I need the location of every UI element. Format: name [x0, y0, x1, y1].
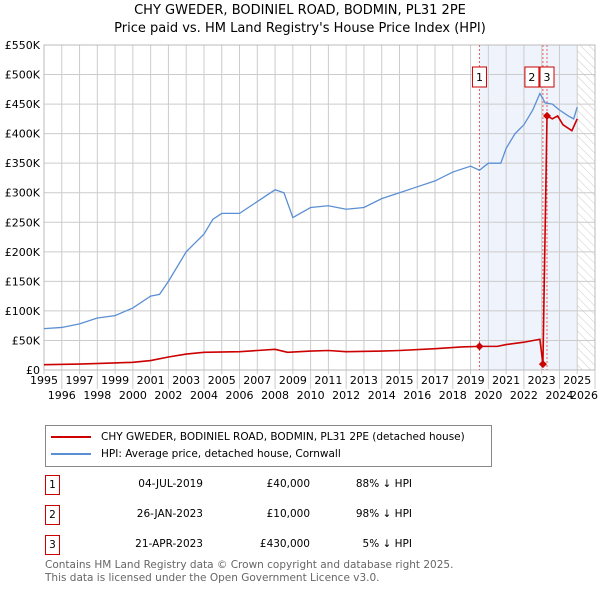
y-tick-label: £0 — [26, 364, 40, 377]
x-tick-label: 2001 — [137, 374, 165, 387]
y-tick-label: £550K — [5, 39, 41, 52]
x-tick-label: 1999 — [101, 374, 129, 387]
y-tick-label: £450K — [5, 98, 41, 111]
x-tick-label: 2007 — [243, 374, 271, 387]
title-line-2: Price paid vs. HM Land Registry's House … — [114, 21, 486, 36]
y-tick-label: £400K — [5, 128, 41, 141]
footer-line: This data is licensed under the Open Gov… — [45, 572, 380, 584]
price-chart: 1995 1996 1997 1998 1999 2000 2001 2002 2003 2004… — [5, 39, 598, 402]
transaction-price: £40,000 — [266, 478, 310, 490]
x-tick-label: 2008 — [261, 389, 289, 402]
x-tick-label: 2014 — [368, 389, 396, 402]
x-tick-label: 2024 — [545, 389, 573, 402]
y-tick-label: £250K — [5, 216, 41, 229]
transaction-row: 2 26-JAN-2023 £10,000 98% ↓ HPI — [45, 505, 445, 525]
y-tick-label: £150K — [5, 275, 41, 288]
marker-box — [539, 66, 555, 88]
footer: Contains HM Land Registry data © Crown c… — [45, 559, 453, 585]
y-tick-label: £200K — [5, 246, 41, 259]
marker-box — [471, 66, 487, 88]
transaction-price: £430,000 — [259, 538, 310, 550]
x-tick-label: 2002 — [154, 389, 182, 402]
plot-border — [43, 44, 596, 371]
transaction-number: 2 — [45, 505, 60, 525]
x-tick-label: 2005 — [208, 374, 236, 387]
x-tick-label: 1996 — [48, 389, 76, 402]
x-tick-label: 2016 — [403, 389, 431, 402]
x-tick-label: 2023 — [528, 374, 556, 387]
x-tick-label: 2025 — [563, 374, 591, 387]
x-tick-label: 2020 — [474, 389, 502, 402]
x-tick-label: 2004 — [190, 389, 218, 402]
x-tick-label: 2000 — [119, 389, 147, 402]
y-tick-label: £100K — [5, 305, 41, 318]
x-tick-label: 2006 — [226, 389, 254, 402]
transaction-date: 21-APR-2023 — [135, 538, 203, 550]
legend-swatch-blue — [51, 453, 91, 455]
footer-line: Contains HM Land Registry data © Crown c… — [45, 559, 454, 571]
x-tick-label: 2021 — [492, 374, 520, 387]
legend: CHY GWEDER, BODINIEL ROAD, BODMIN, PL31 … — [45, 425, 492, 467]
marker-box — [524, 66, 540, 88]
y-tick-label: £50K — [12, 334, 41, 347]
legend-swatch-red — [51, 436, 91, 438]
x-tick-label: 2015 — [385, 374, 413, 387]
x-tick-label: 2018 — [439, 389, 467, 402]
x-tick-label: 2019 — [457, 374, 485, 387]
sale-point-marker — [475, 342, 484, 351]
transaction-number: 3 — [45, 535, 60, 555]
title-line-1: CHY GWEDER, BODINIEL ROAD, BODMIN, PL31 … — [134, 3, 466, 18]
x-tick-label: 2022 — [510, 389, 538, 402]
transaction-date: 26-JAN-2023 — [136, 508, 203, 520]
marker-label: 2 — [528, 71, 535, 84]
x-tick-label: 1998 — [83, 389, 111, 402]
series-line — [43, 91, 578, 330]
y-tick-label: £350K — [5, 157, 41, 170]
chart-title: CHY GWEDER, BODINIEL ROAD, BODMIN, PL31 … — [0, 2, 600, 38]
transaction-hpi: 5% ↓ HPI — [362, 538, 412, 550]
transaction-price: £10,000 — [266, 508, 310, 520]
legend-label: CHY GWEDER, BODINIEL ROAD, BODMIN, PL31 … — [101, 431, 465, 443]
future-hatch — [577, 45, 595, 370]
x-tick-label: 2010 — [297, 389, 325, 402]
legend-label: HPI: Average price, detached house, Corn… — [101, 448, 341, 460]
shaded-region — [479, 45, 578, 370]
x-tick-label: 2011 — [314, 374, 342, 387]
x-tick-label: 1997 — [66, 374, 94, 387]
marker-label: 1 — [476, 71, 483, 84]
transaction-date: 04-JUL-2019 — [138, 478, 203, 490]
legend-item-property: CHY GWEDER, BODINIEL ROAD, BODMIN, PL31 … — [51, 431, 465, 443]
x-tick-label: 2012 — [332, 389, 360, 402]
legend-item-hpi: HPI: Average price, detached house, Corn… — [51, 448, 341, 460]
transaction-row: 3 21-APR-2023 £430,000 5% ↓ HPI — [45, 535, 445, 555]
x-tick-label: 2009 — [279, 374, 307, 387]
transaction-hpi: 98% ↓ HPI — [355, 508, 412, 520]
marker-label: 3 — [544, 71, 551, 84]
x-tick-label: 2003 — [172, 374, 200, 387]
x-tick-label: 2026 — [570, 389, 598, 402]
x-tick-label: 2013 — [350, 374, 378, 387]
transaction-row: 1 04-JUL-2019 £40,000 88% ↓ HPI — [45, 475, 445, 495]
transaction-hpi: 88% ↓ HPI — [355, 478, 412, 490]
y-tick-label: £300K — [5, 187, 41, 200]
transaction-number: 1 — [45, 475, 60, 495]
y-tick-label: £500K — [5, 69, 41, 82]
sale-point-marker — [538, 360, 547, 369]
x-tick-label: 1995 — [30, 374, 58, 387]
sale-point-marker — [543, 111, 552, 120]
x-tick-label: 2017 — [421, 374, 449, 387]
